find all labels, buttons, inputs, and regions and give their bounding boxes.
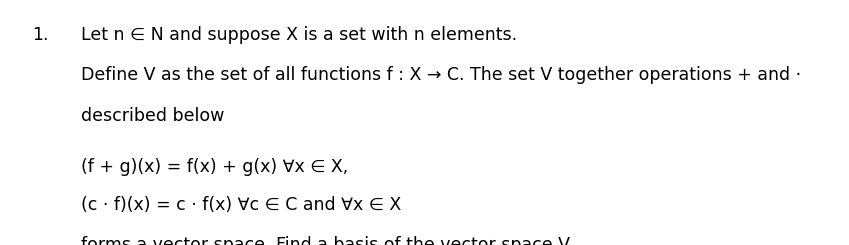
- Text: (c · f)(x) = c · f(x) ∀c ∈ C and ∀x ∈ X: (c · f)(x) = c · f(x) ∀c ∈ C and ∀x ∈ X: [81, 196, 401, 214]
- Text: Define V as the set of all functions f : X → C. The set V together operations + : Define V as the set of all functions f :…: [81, 66, 801, 84]
- Text: described below: described below: [81, 107, 224, 124]
- Text: Let n ∈ N and suppose X is a set with n elements.: Let n ∈ N and suppose X is a set with n …: [81, 26, 517, 44]
- Text: forms a vector space. Find a basis of the vector space V.: forms a vector space. Find a basis of th…: [81, 236, 573, 245]
- Text: (f + g)(x) = f(x) + g(x) ∀x ∈ X,: (f + g)(x) = f(x) + g(x) ∀x ∈ X,: [81, 158, 348, 176]
- Text: 1.: 1.: [32, 26, 48, 44]
